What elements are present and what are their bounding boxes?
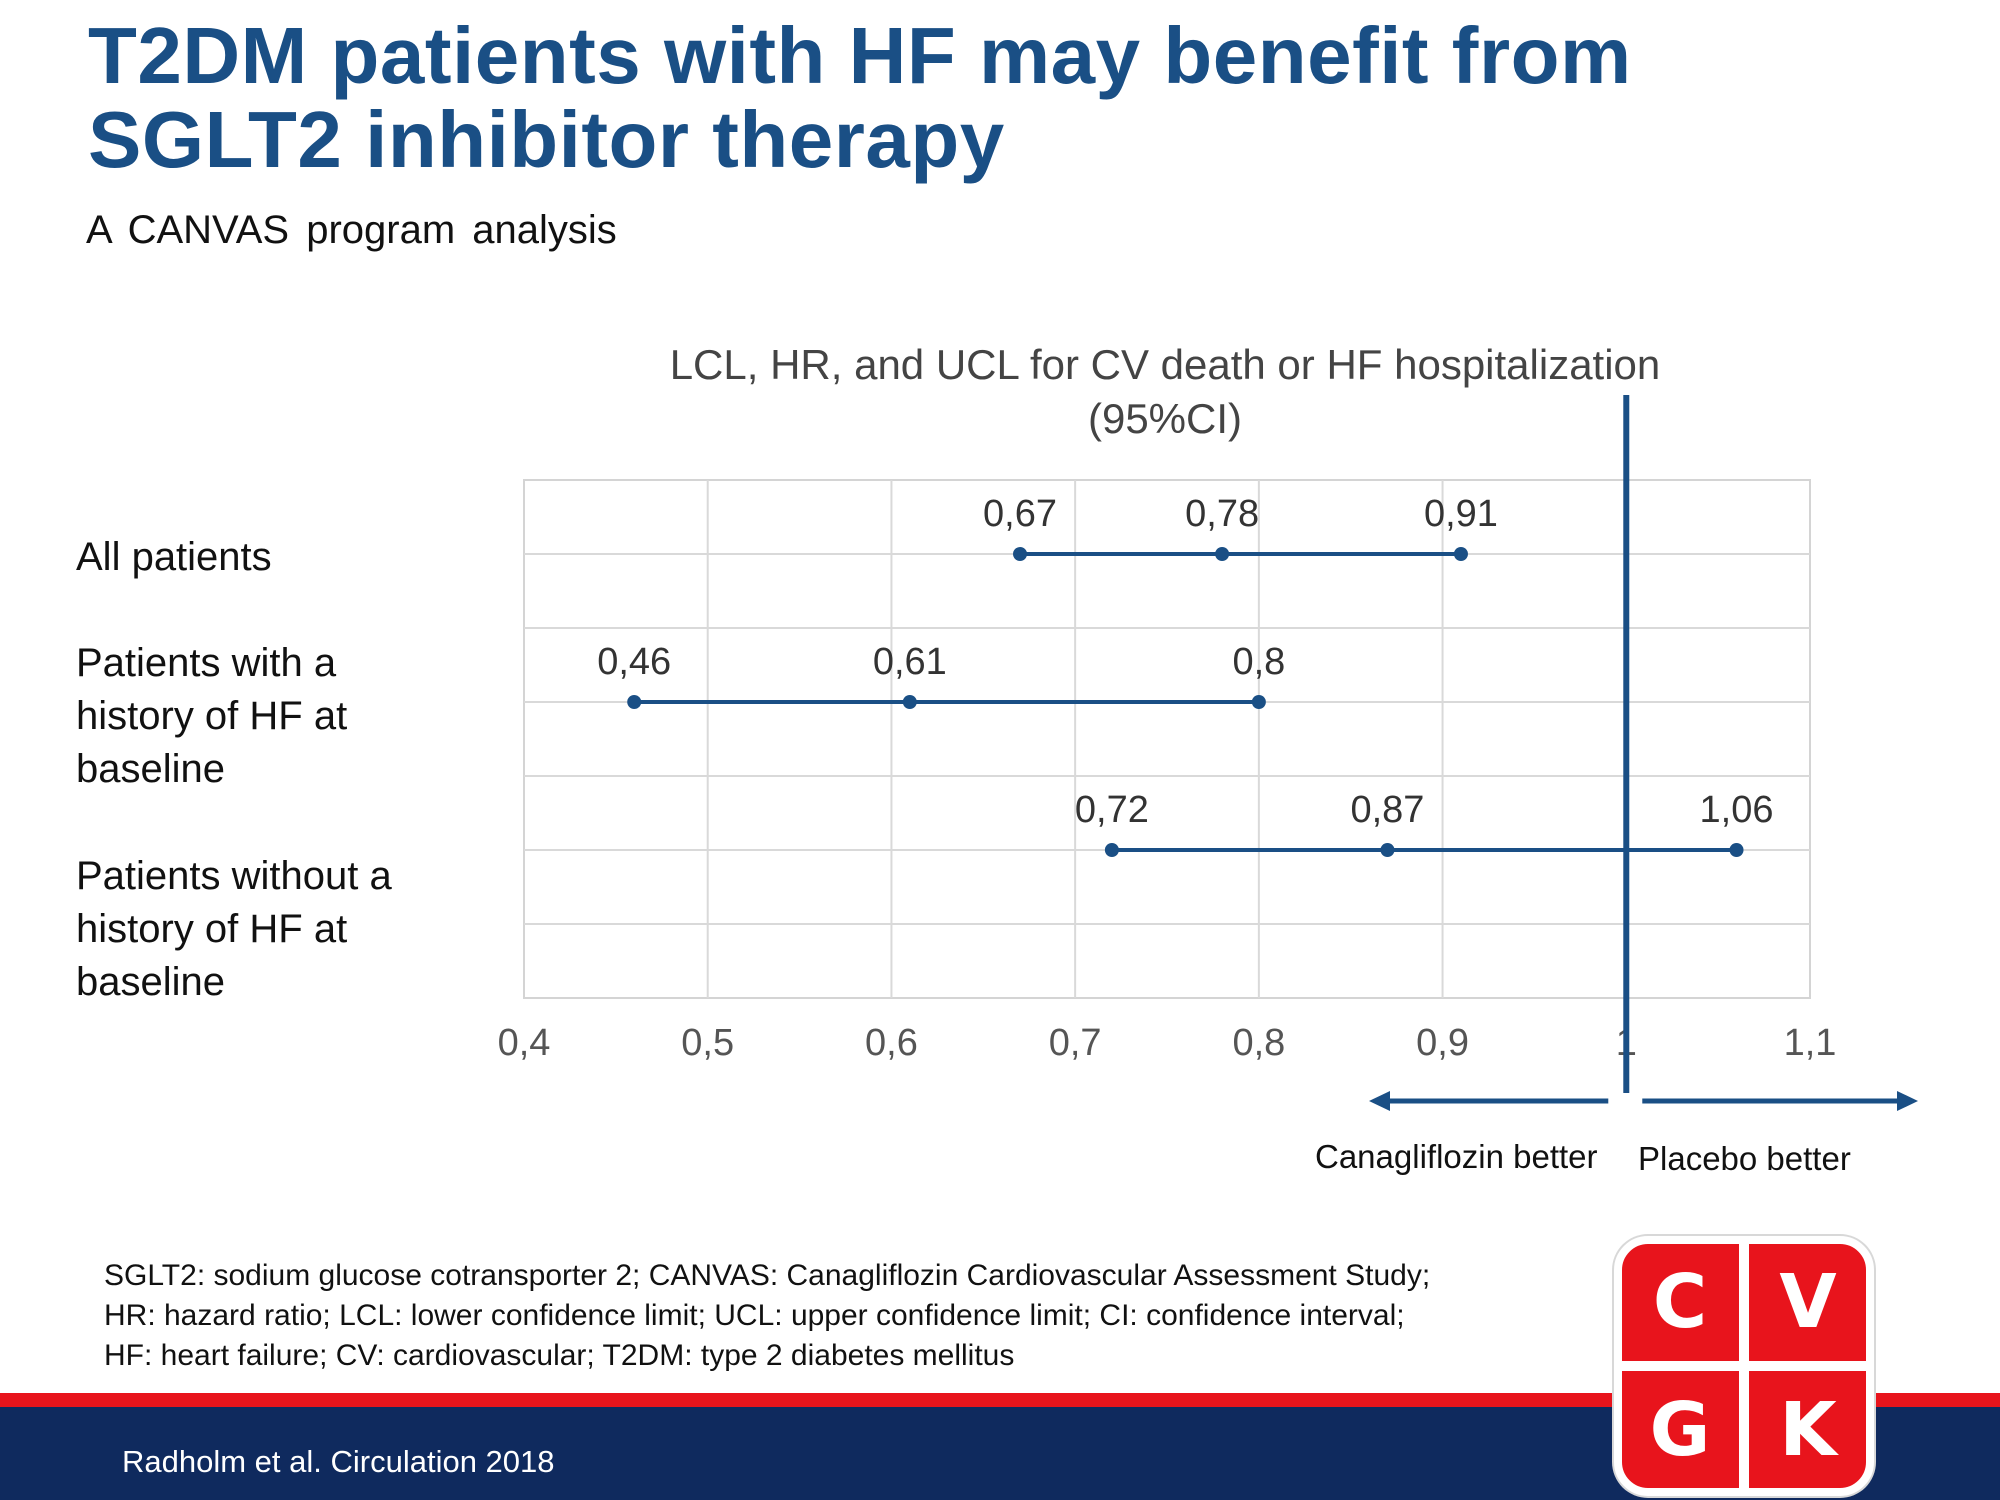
x-tick-label: 1,1 (1784, 1022, 1837, 1064)
abbreviations-footnote: SGLT2: sodium glucose cotransporter 2; C… (104, 1256, 1430, 1376)
slide-title: T2DM patients with HF may benefit from S… (88, 14, 1888, 182)
forest-plot: 0,40,50,60,70,80,911,10,670,780,910,460,… (498, 395, 1918, 1111)
row-label-line: Patients with a (76, 641, 337, 685)
data-label: 0,46 (597, 641, 671, 683)
hr-point (1380, 843, 1395, 857)
logo-letter: K (1779, 1387, 1837, 1473)
lcl-point (1013, 547, 1028, 561)
row-label-line: baseline (76, 960, 226, 1004)
hr-point (902, 695, 917, 709)
x-tick-label: 0,9 (1416, 1022, 1469, 1064)
footnote-line: HF: heart failure; CV: cardiovascular; T… (104, 1339, 1015, 1372)
lcl-point (627, 695, 642, 709)
row-label-line: history of HF at (76, 694, 348, 738)
cvgk-logo: C V G K (1614, 1236, 1874, 1496)
direction-label-right: Placebo better (1638, 1140, 1851, 1177)
logo-letter: C (1652, 1259, 1708, 1345)
row-label-without-hf: Patients without a history of HF at base… (76, 850, 392, 1009)
citation: Radholm et al. Circulation 2018 (122, 1444, 555, 1479)
slide-subtitle: A CANVAS program analysis (86, 208, 617, 252)
data-label: 0,78 (1185, 493, 1259, 535)
logo-letter: V (1779, 1259, 1837, 1345)
ucl-point (1453, 547, 1468, 561)
lcl-point (1104, 843, 1119, 857)
row-label-line: baseline (76, 747, 226, 791)
row-label-all-patients: All patients (76, 531, 272, 584)
footer-red-stripe (0, 1393, 2000, 1407)
logo-divider (1739, 1244, 1749, 1488)
footnote-line: HR: hazard ratio; LCL: lower confidence … (104, 1299, 1405, 1332)
data-label: 1,06 (1700, 789, 1774, 831)
arrow-right-head (1897, 1091, 1918, 1111)
ucl-point (1729, 843, 1744, 857)
data-label: 0,61 (873, 641, 947, 683)
x-tick-label: 0,5 (681, 1022, 734, 1064)
row-label-line: Patients without a (76, 854, 392, 898)
ucl-point (1251, 695, 1266, 709)
footnote-line: SGLT2: sodium glucose cotransporter 2; C… (104, 1259, 1431, 1292)
slide-title-line1: T2DM patients with HF may benefit from (88, 11, 1632, 100)
chart-title-line2: (95%CI) (1087, 395, 1243, 442)
row-label-with-hf: Patients with a history of HF at baselin… (76, 637, 347, 796)
x-tick-label: 0,8 (1232, 1022, 1285, 1064)
data-label: 0,72 (1075, 789, 1149, 831)
direction-label-left: Canagliflozin better (1315, 1138, 1598, 1175)
chart-title: LCL, HR, and UCL for CV death or HF hosp… (540, 338, 1790, 446)
x-tick-label: 0,6 (865, 1022, 918, 1064)
data-label: 0,67 (983, 493, 1057, 535)
data-label: 0,91 (1424, 493, 1498, 535)
plot-frame (523, 479, 1811, 999)
chart-title-line1: LCL, HR, and UCL for CV death or HF hosp… (669, 341, 1661, 388)
arrow-left-head (1369, 1091, 1390, 1111)
data-label: 0,87 (1350, 789, 1424, 831)
slide-title-line2: SGLT2 inhibitor therapy (88, 95, 1005, 184)
x-tick-label: 0,7 (1049, 1022, 1102, 1064)
logo-letter: G (1649, 1387, 1711, 1473)
x-tick-label: 0,4 (498, 1022, 551, 1064)
data-label: 0,8 (1232, 641, 1285, 683)
row-label-line: history of HF at (76, 907, 348, 951)
hr-point (1215, 547, 1230, 561)
row-label-line: All patients (76, 535, 272, 579)
